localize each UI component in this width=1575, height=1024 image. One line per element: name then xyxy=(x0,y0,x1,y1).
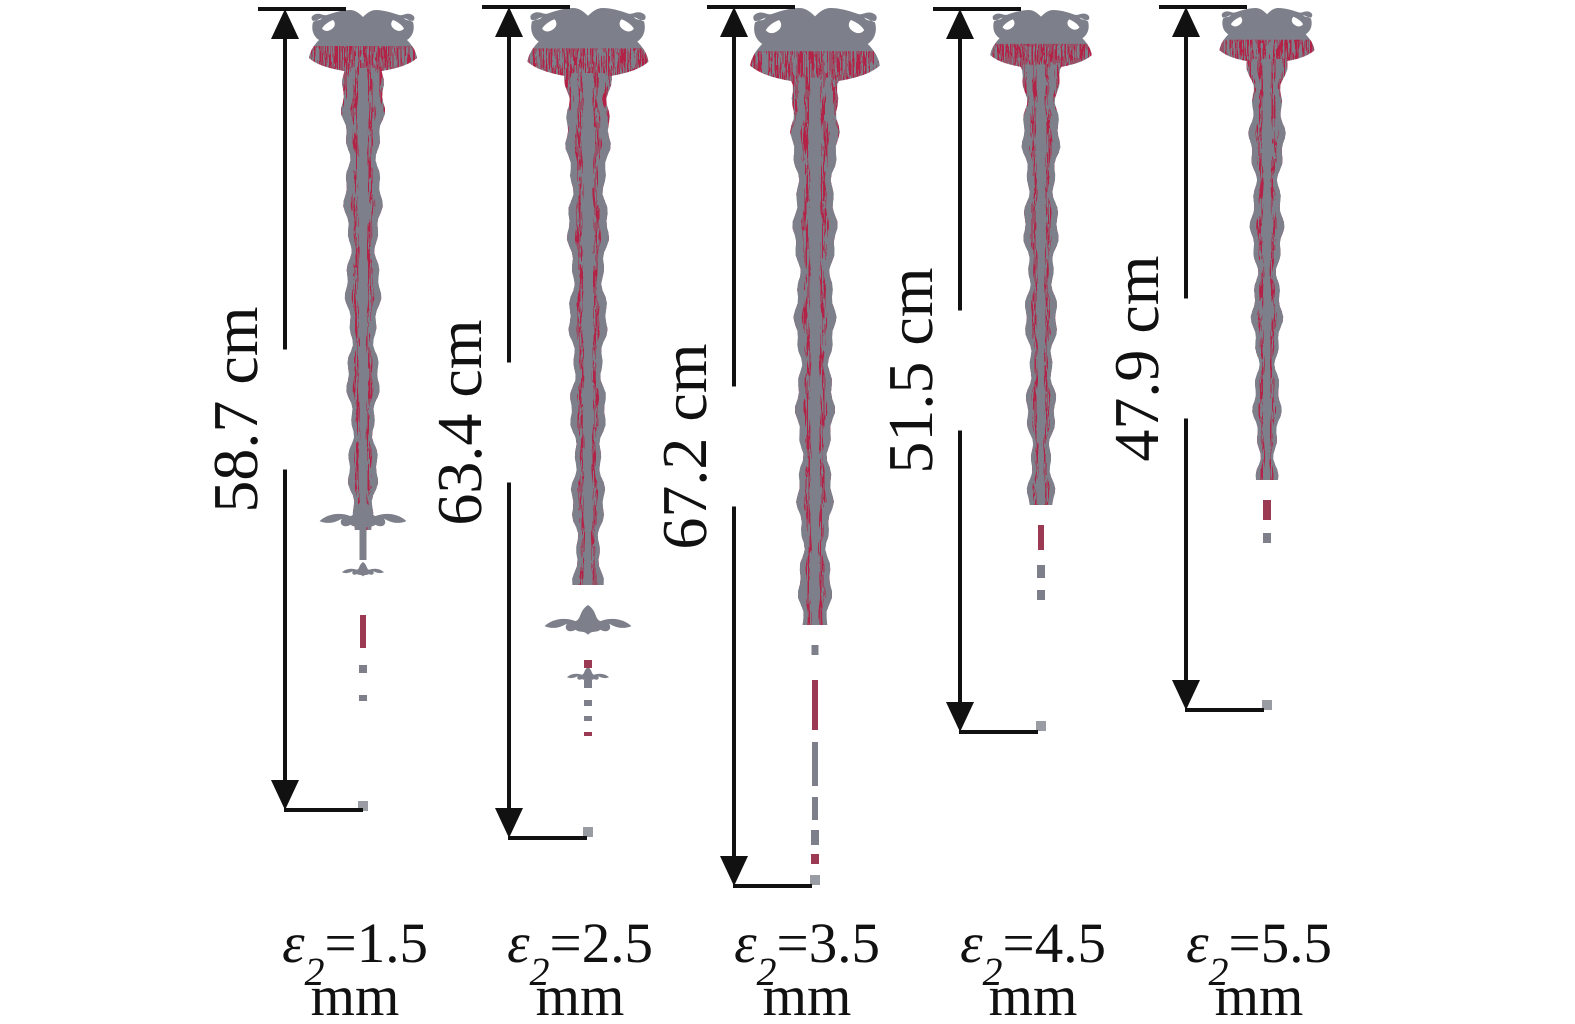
svg-text:67.2 cm: 67.2 cm xyxy=(649,343,720,549)
svg-text:mm: mm xyxy=(536,965,625,1024)
svg-text:58.7 cm: 58.7 cm xyxy=(200,306,271,512)
svg-text:51.5 cm: 51.5 cm xyxy=(875,267,946,473)
svg-text:mm: mm xyxy=(311,965,400,1024)
svg-text:mm: mm xyxy=(763,965,852,1024)
svg-text:mm: mm xyxy=(989,965,1078,1024)
svg-text:47.9 cm: 47.9 cm xyxy=(1101,255,1172,461)
svg-text:mm: mm xyxy=(1215,965,1304,1024)
svg-text:63.4 cm: 63.4 cm xyxy=(424,319,495,525)
